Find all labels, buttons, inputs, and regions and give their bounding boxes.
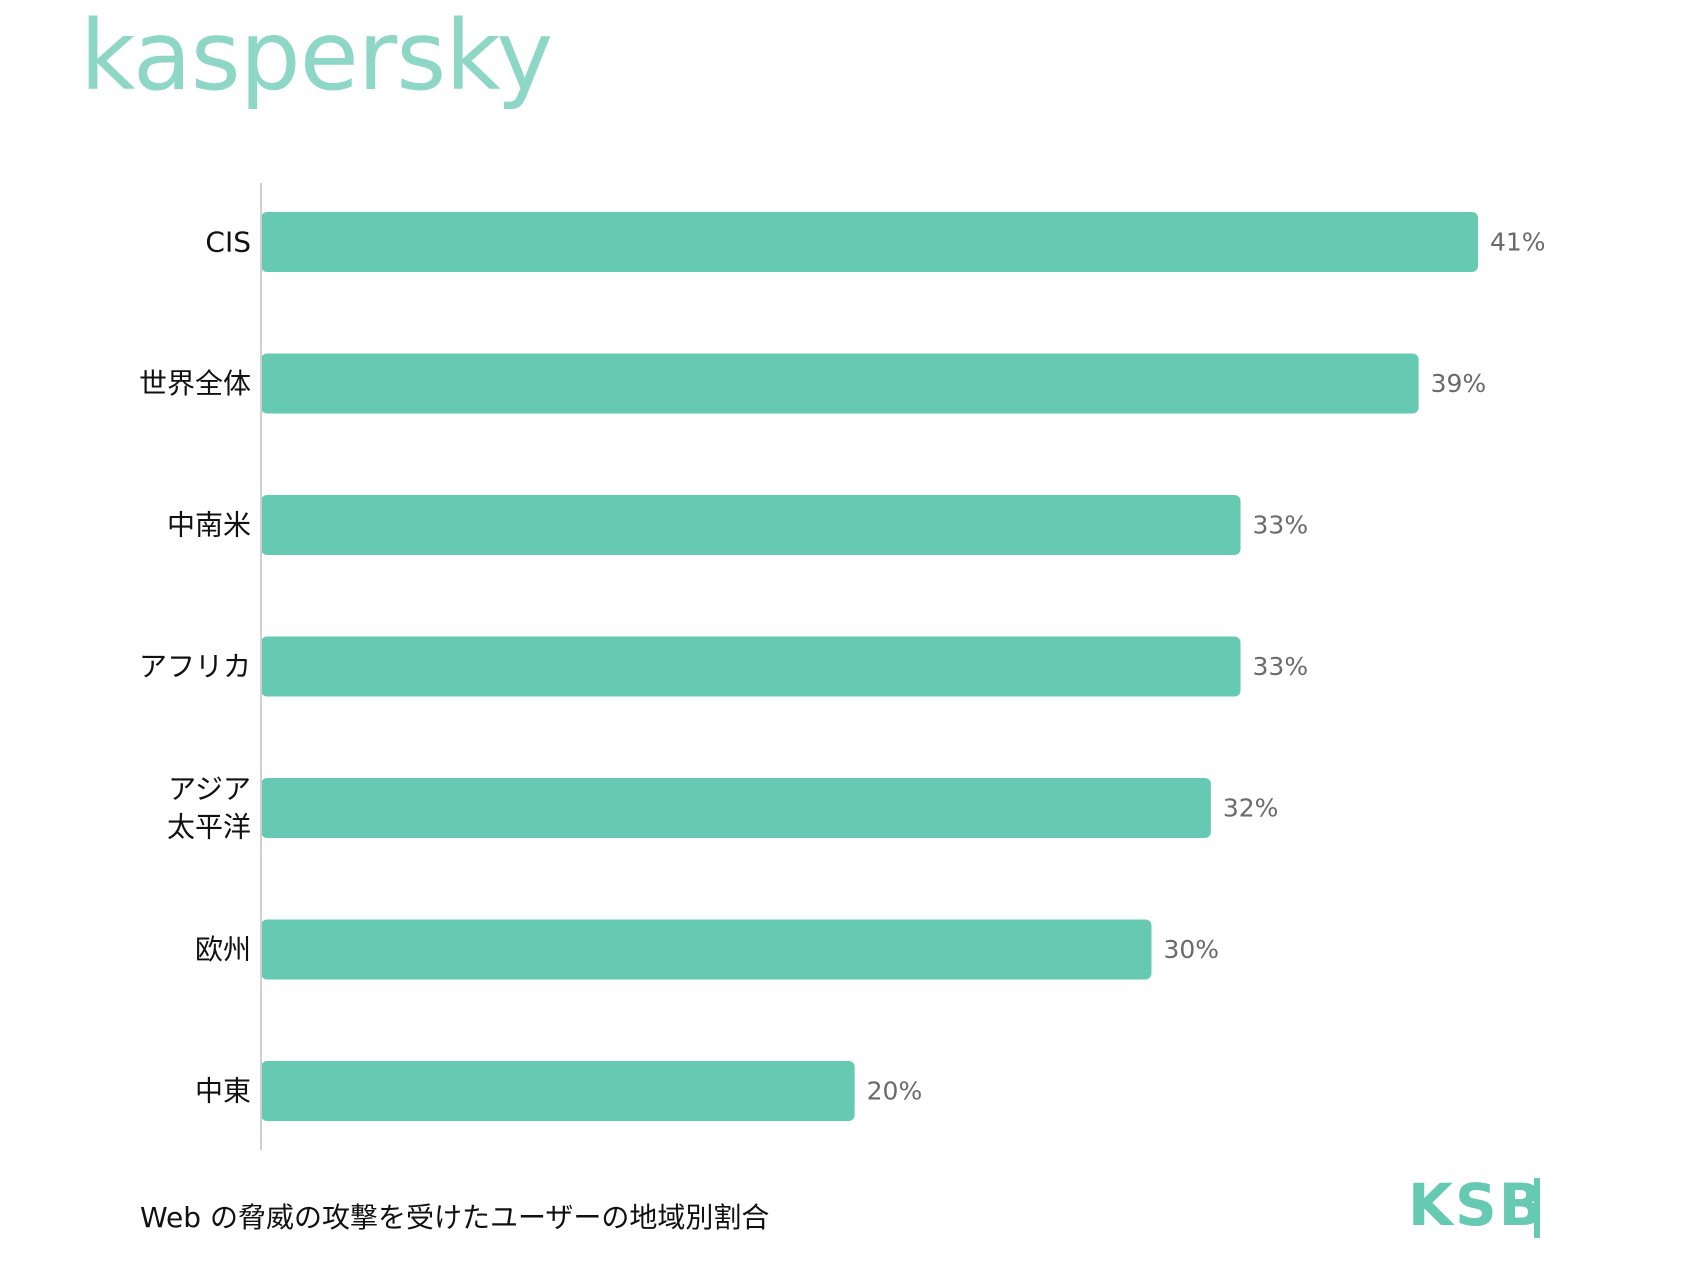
value-label: 33%: [1253, 511, 1309, 540]
bars-group: [261, 212, 1478, 1121]
category-label: 欧州: [195, 933, 251, 966]
value-label: 30%: [1163, 935, 1219, 964]
value-labels-group: 41% 39% 33% 33% 32% 30% 20%: [867, 228, 1546, 1106]
ksb-logo-bar: [1534, 1178, 1540, 1238]
bar: [261, 495, 1241, 555]
value-label: 20%: [867, 1077, 923, 1106]
category-label: アジア太平洋: [167, 773, 251, 844]
kaspersky-logo: kaspersky: [80, 0, 553, 112]
bar: [261, 919, 1152, 980]
category-label: 中東: [195, 1075, 251, 1108]
category-label: CIS: [205, 226, 251, 259]
bar: [261, 353, 1419, 414]
value-label: 33%: [1253, 652, 1309, 681]
bar: [261, 1061, 855, 1121]
value-label: 32%: [1223, 794, 1279, 823]
category-label: 中南米: [167, 509, 251, 542]
value-label: 41%: [1490, 228, 1546, 257]
category-label: アフリカ: [139, 650, 251, 683]
value-label: 39%: [1431, 369, 1487, 398]
bar: [261, 212, 1478, 272]
ksb-logo: KSB: [1408, 1171, 1545, 1239]
category-label: 世界全体: [139, 367, 251, 400]
chart-caption: Web の脅威の攻撃を受けたユーザーの地域別割合: [140, 1201, 770, 1234]
bar: [261, 778, 1211, 838]
bar: [261, 636, 1241, 697]
